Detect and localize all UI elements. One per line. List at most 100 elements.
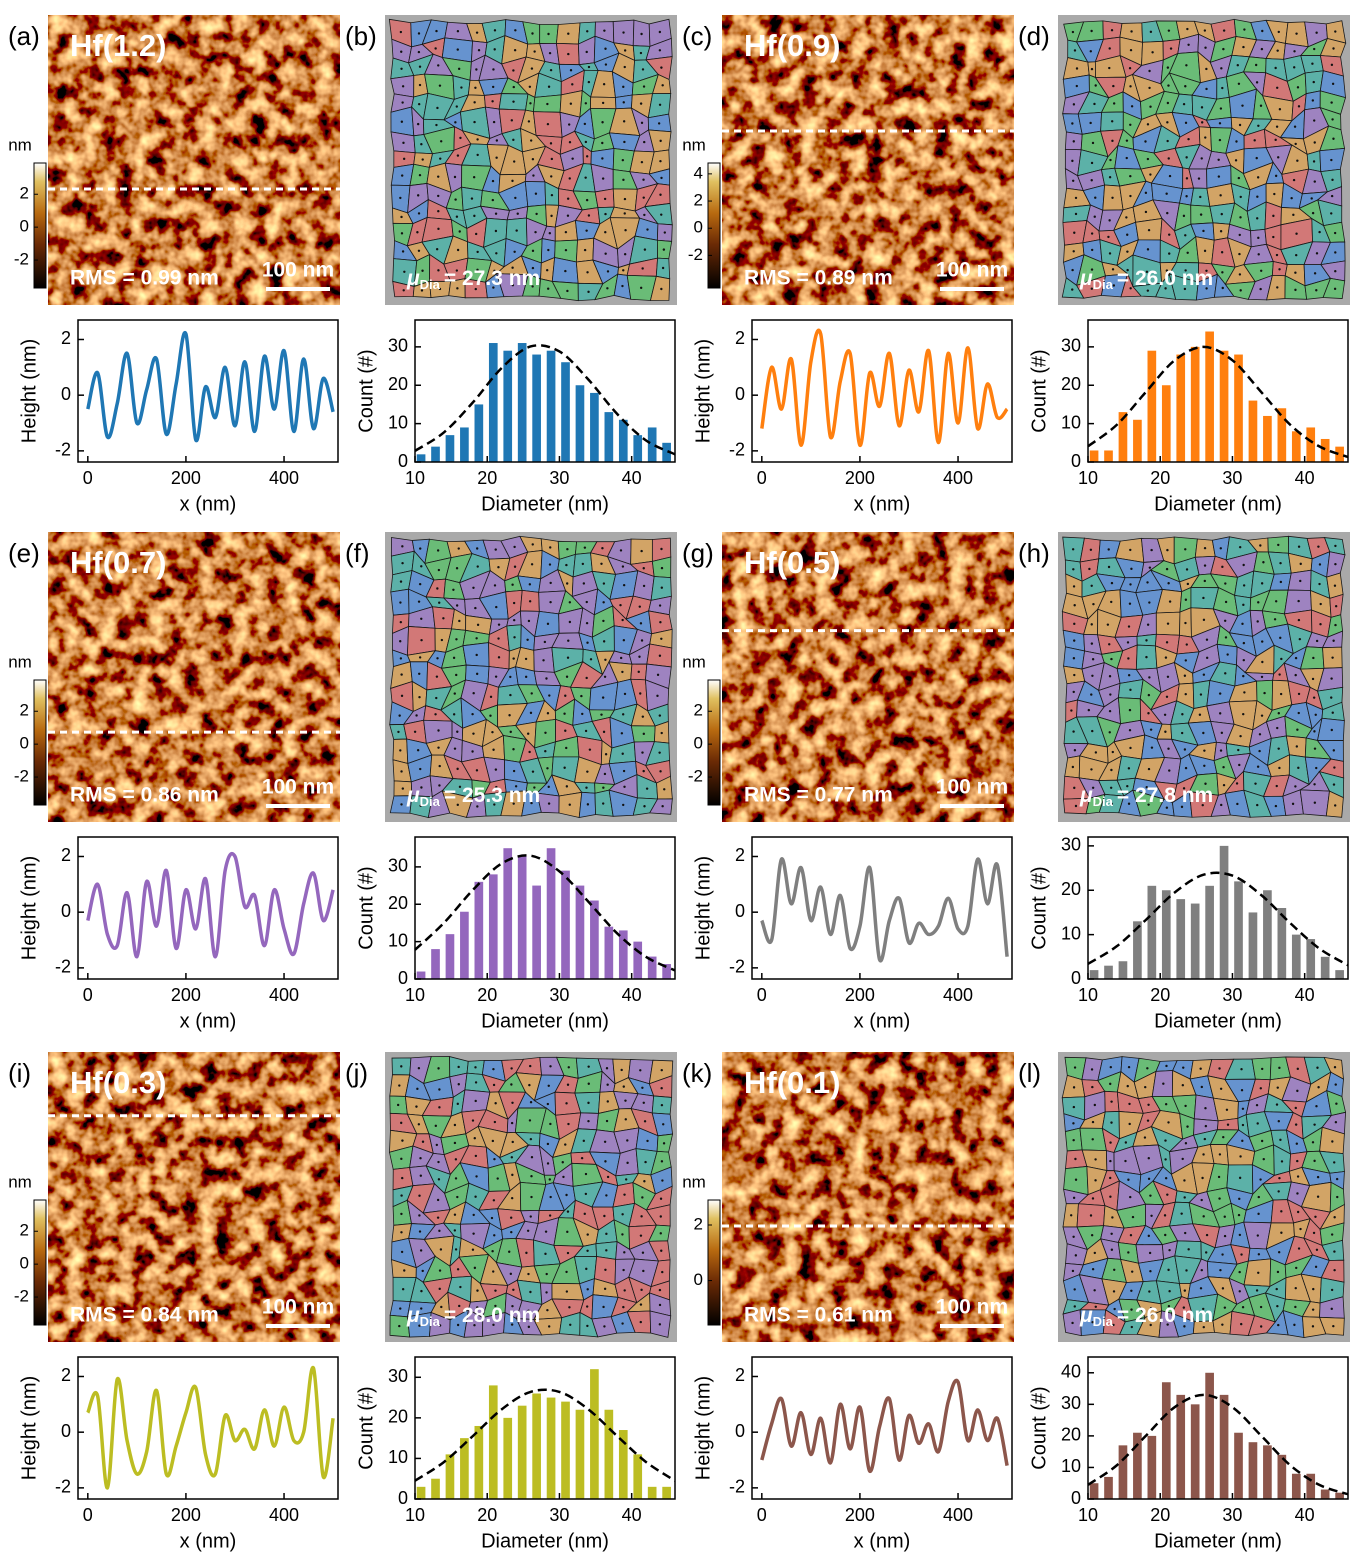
grain-center [602,620,604,622]
grain-center [491,100,493,102]
grain-center [497,637,499,639]
rms-label: RMS = 0.84 nm [70,1304,219,1327]
grain-center [1334,624,1336,626]
grain-center [497,1177,499,1179]
scale-label: 100 nm [936,776,1008,799]
grain-center [1129,195,1131,197]
grain-center [644,1161,646,1163]
grain-center [604,231,606,233]
grain-center [1277,747,1279,749]
bar [633,942,642,979]
grain-center [1257,1213,1259,1215]
grain-center [602,177,604,179]
grain-center [1256,217,1258,219]
grain-center [400,51,402,53]
bar [1278,408,1287,462]
grain-center [643,196,645,198]
grain-center [441,639,443,641]
grain-center [1125,1141,1127,1143]
grain-center [547,712,549,714]
grain-center [1091,1068,1093,1070]
grain-center [586,1305,588,1307]
grain-center [1224,1216,1226,1218]
grain-center [477,565,479,567]
grain-center [1273,193,1275,195]
grain-center [1257,601,1259,603]
grain-center [639,605,641,607]
grain-center [565,1271,567,1273]
grain-center [1166,549,1168,551]
scale-label: 100 nm [262,1296,334,1319]
grain-center [1260,1325,1262,1327]
grain-center [1073,787,1075,789]
bar [1220,1395,1229,1499]
grain-center [1297,1068,1299,1070]
grain-center [1202,732,1204,734]
grain-center [1071,1322,1073,1324]
grain-center [546,1309,548,1311]
grain-center [660,1232,662,1234]
grain-center [1331,64,1333,66]
grain-center [1204,136,1206,138]
grain-center [1110,1100,1112,1102]
grain-center [1223,29,1225,31]
grain-center [1204,564,1206,566]
grain-center [622,565,624,567]
grain-center [525,676,527,678]
y-axis-label: Height (nm) [18,339,40,443]
grain-center [1220,804,1222,806]
grain-center [607,1100,609,1102]
grain-center [640,1234,642,1236]
grain-center [1243,642,1245,644]
y-tick-label: 30 [388,336,408,356]
grain-center [1145,192,1147,194]
grain-center [1110,769,1112,771]
grain-center [492,180,494,182]
grain-center [585,787,587,789]
grain-center [398,714,400,716]
grain-center [646,787,648,789]
x-tick-label: 40 [1295,1505,1315,1525]
bar [1191,1404,1200,1499]
grain-center [544,750,546,752]
grain-center [417,749,419,751]
grain-center [1293,179,1295,181]
grain-center [587,1065,589,1067]
grain-center [547,1143,549,1145]
bar [1321,439,1330,462]
grain-center [587,1233,589,1235]
grain-center [512,1289,514,1291]
grain-center [475,637,477,639]
grain-center [602,696,604,698]
grain-center [513,86,515,88]
x-tick-label: 40 [1295,468,1315,488]
grain-center [529,86,531,88]
bar [417,1487,426,1499]
grain-center [1169,175,1171,177]
grain-center [565,564,567,566]
grain-center [1132,1216,1134,1218]
grain-center [626,1139,628,1141]
grain-center [1091,675,1093,677]
grain-center [1113,1290,1115,1292]
grain-center [526,639,528,641]
grain-center [659,49,661,51]
y-axis-label: Count (#) [1028,349,1050,432]
grain-center [1093,103,1095,105]
grain-center [604,1141,606,1143]
grain-center [1317,1176,1319,1178]
grain-center [660,1087,662,1089]
bar [1205,332,1214,462]
grain-center [659,1304,661,1306]
grain-center [1334,232,1336,234]
grain-center [1222,287,1224,289]
grain-center [566,548,568,550]
grain-center [400,621,402,623]
bar [1119,1445,1128,1499]
grain-center [414,731,416,733]
bar [1148,886,1157,979]
grain-center [569,1324,571,1326]
grain-center [1319,563,1321,565]
grain-center [549,232,551,234]
grain-center [563,767,565,769]
